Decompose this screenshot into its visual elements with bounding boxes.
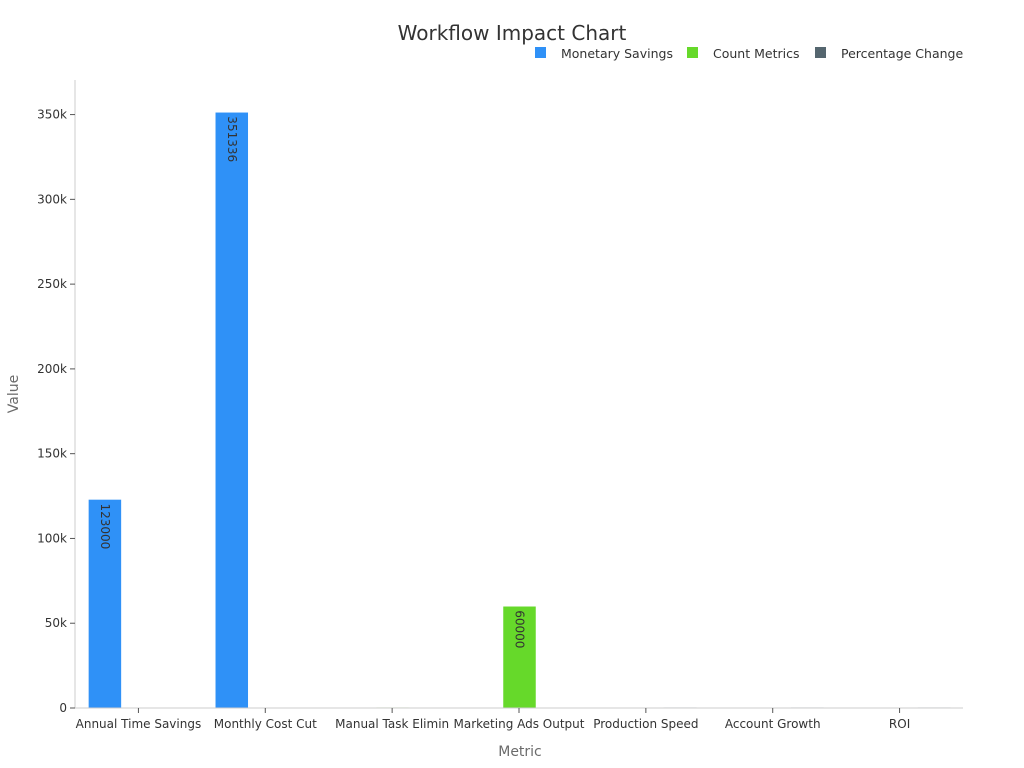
x-tick-label: Manual Task Elimin: [335, 717, 449, 731]
bar-value-label: 60000: [513, 610, 527, 648]
legend-label: Count Metrics: [713, 46, 799, 61]
x-axis-title: Metric: [498, 744, 542, 760]
legend-swatch: [535, 47, 546, 58]
x-tick-label: Monthly Cost Cut: [214, 717, 317, 731]
y-tick-label: 100k: [37, 531, 67, 545]
y-axis-title: Value: [6, 375, 22, 413]
legend: Monetary Savings Count Metrics Percentage …: [535, 46, 963, 61]
legend-swatch: [815, 47, 826, 58]
x-tick-label: ROI: [889, 717, 910, 731]
bar: [502, 606, 537, 709]
bar-value-label: 123000: [98, 503, 112, 549]
y-tick-label: 300k: [37, 192, 67, 206]
bar-labels: 123000 351336 60000: [98, 116, 527, 648]
y-tick-label: 150k: [37, 447, 67, 461]
x-tick-label: Marketing Ads Output: [454, 717, 585, 731]
bars: [88, 112, 951, 709]
x-tick-label: Production Speed: [593, 717, 698, 731]
legend-swatch: [687, 47, 698, 58]
legend-label: Monetary Savings: [561, 46, 673, 61]
y-tick-label: 50k: [45, 616, 67, 630]
y-tick-label: 250k: [37, 277, 67, 291]
chart-title: Workflow Impact Chart: [398, 21, 627, 45]
bar: [88, 499, 122, 709]
x-tick-label: Annual Time Savings: [76, 717, 202, 731]
bar-value-label: 351336: [225, 116, 239, 162]
y-tick-label: 350k: [37, 108, 67, 122]
y-ticks: 0 50k 100k 150k 200k 250k 300k 350k: [37, 108, 75, 715]
legend-label: Percentage Change: [841, 46, 963, 61]
y-tick-label: 200k: [37, 362, 67, 376]
x-ticks: Annual Time Savings Monthly Cost Cut Manua…: [76, 708, 910, 731]
y-tick-label: 0: [59, 701, 67, 715]
bar: [215, 112, 249, 709]
x-tick-label: Account Growth: [725, 717, 821, 731]
